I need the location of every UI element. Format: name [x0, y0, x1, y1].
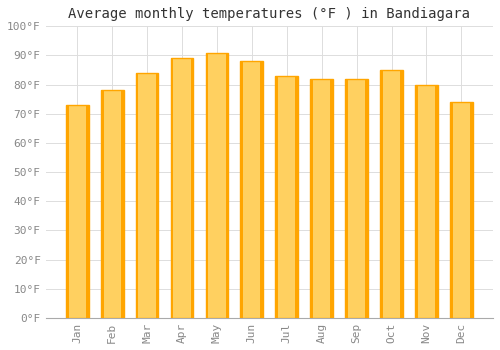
- Bar: [380, 70, 403, 318]
- Bar: [415, 85, 418, 318]
- Bar: [170, 58, 173, 318]
- Bar: [170, 58, 194, 318]
- Bar: [310, 79, 313, 318]
- Title: Average monthly temperatures (°F ) in Bandiagara: Average monthly temperatures (°F ) in Ba…: [68, 7, 470, 21]
- Bar: [470, 102, 472, 318]
- Bar: [101, 90, 124, 318]
- Bar: [206, 52, 229, 318]
- Bar: [346, 79, 368, 318]
- Bar: [136, 73, 158, 318]
- Bar: [450, 102, 472, 318]
- Bar: [365, 79, 368, 318]
- Bar: [86, 105, 88, 318]
- Bar: [190, 58, 194, 318]
- Bar: [435, 85, 438, 318]
- Bar: [226, 52, 228, 318]
- Bar: [101, 90, 103, 318]
- Bar: [240, 61, 243, 318]
- Bar: [206, 52, 208, 318]
- Bar: [66, 105, 88, 318]
- Bar: [346, 79, 348, 318]
- Bar: [156, 73, 158, 318]
- Bar: [136, 73, 138, 318]
- Bar: [310, 79, 333, 318]
- Bar: [330, 79, 333, 318]
- Bar: [121, 90, 124, 318]
- Bar: [276, 76, 298, 318]
- Bar: [276, 76, 278, 318]
- Bar: [296, 76, 298, 318]
- Bar: [260, 61, 263, 318]
- Bar: [66, 105, 68, 318]
- Bar: [240, 61, 263, 318]
- Bar: [415, 85, 438, 318]
- Bar: [400, 70, 403, 318]
- Bar: [450, 102, 452, 318]
- Bar: [380, 70, 383, 318]
